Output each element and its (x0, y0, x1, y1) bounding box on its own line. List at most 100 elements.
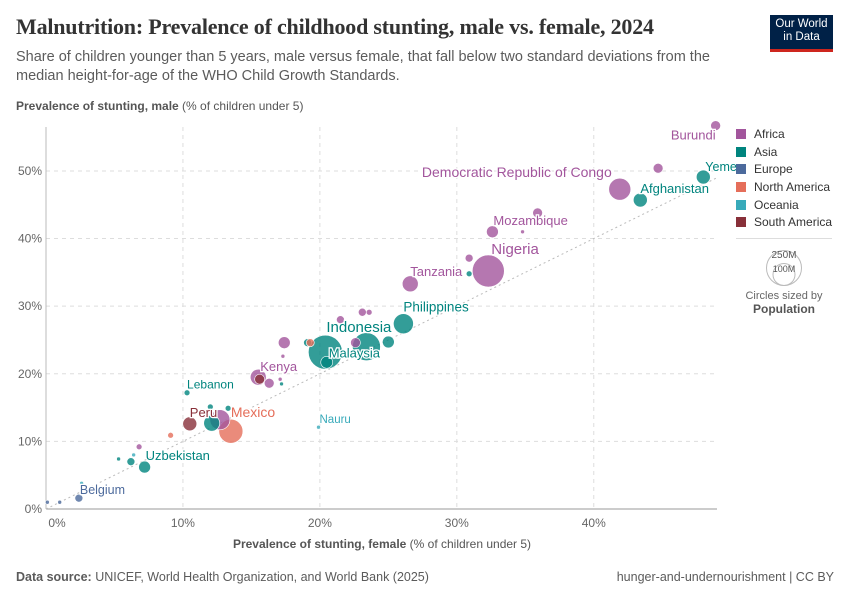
x-axis-label-bold: Prevalence of stunting, female (232, 537, 407, 551)
data-point-uzbekistan (138, 460, 151, 474)
data-point (79, 481, 84, 486)
point-label: Burundi (671, 128, 716, 143)
legend-swatch (736, 146, 746, 157)
size-legend-variable: Population (753, 302, 815, 317)
data-point-afghanistan (633, 192, 648, 208)
y-tick-label: 40% (18, 232, 42, 246)
legend-item-north-america[interactable]: North America (736, 178, 832, 196)
legend-swatch (736, 181, 746, 192)
data-point-yemen (696, 169, 711, 185)
y-axis-label-unit: (% of children under 5) (178, 99, 304, 113)
data-point-mozambique (486, 225, 499, 239)
footer-license[interactable]: hunger-and-undernourishment | CC BY (616, 570, 834, 584)
data-point (135, 443, 143, 451)
legend: Africa Asia Europe North America Oceania Sout… (736, 125, 832, 316)
point-label: Yemen (705, 160, 744, 174)
x-axis-label: Prevalence of stunting, female (% of chi… (0, 537, 764, 551)
data-point (280, 353, 286, 359)
size-legend-100m: 100M (773, 264, 796, 274)
y-tick-label: 30% (18, 299, 42, 313)
legend-item-europe[interactable]: Europe (736, 160, 832, 178)
legend-item-south-america[interactable]: South America (736, 213, 832, 231)
legend-label: Asia (754, 144, 778, 159)
legend-swatch (736, 164, 746, 175)
data-point-belgium (74, 493, 84, 503)
point-label: Philippines (403, 300, 469, 315)
legend-label: Europe (754, 162, 793, 177)
x-tick-label: 0% (48, 516, 66, 530)
data-point (465, 270, 473, 277)
data-point-tanzania (401, 275, 419, 293)
point-label: Malaysia (329, 345, 381, 360)
data-point (277, 376, 283, 382)
size-legend-250m: 250M (771, 250, 796, 261)
legend-label: Africa (754, 126, 785, 141)
data-point (278, 336, 291, 349)
data-point-philippines (393, 313, 414, 335)
legend-swatch (736, 128, 746, 139)
point-label: Indonesia (326, 319, 392, 336)
data-point (116, 456, 121, 462)
logo-line-2: in Data (783, 31, 820, 43)
data-point (464, 253, 474, 263)
size-legend-title: Circles sized by (745, 290, 823, 303)
y-tick-label: 10% (18, 434, 42, 448)
data-point-malaysia (320, 356, 333, 369)
legend-swatch (736, 199, 746, 210)
data-point (358, 307, 367, 317)
data-point (263, 377, 275, 389)
x-tick-label: 40% (582, 516, 606, 530)
x-axis-label-unit: (% of children under 5) (406, 537, 532, 551)
data-point (306, 338, 315, 347)
legend-label: North America (754, 179, 831, 194)
legend-swatch (736, 217, 746, 228)
data-point (203, 414, 220, 432)
point-label: Tanzania (410, 264, 463, 279)
point-label: Peru (190, 405, 217, 420)
point-label: Mexico (231, 404, 276, 420)
y-axis-label-bold: Prevalence of stunting, male (16, 99, 179, 113)
point-label: Nauru (320, 414, 351, 426)
chart-subtitle: Share of children younger than 5 years, … (16, 49, 710, 84)
data-point-democratic-republic-of-congo (608, 177, 632, 201)
data-point (279, 381, 284, 387)
data-point (437, 269, 444, 277)
y-tick-label: 20% (18, 367, 42, 381)
y-axis-label: Prevalence of stunting, male (% of child… (16, 99, 303, 113)
y-tick-label: 50% (18, 164, 42, 178)
data-point (365, 309, 373, 316)
legend-item-oceania[interactable]: Oceania (736, 196, 832, 214)
data-point (520, 229, 525, 235)
data-point-nigeria (472, 254, 505, 288)
data-point (652, 162, 664, 174)
data-point (57, 499, 62, 505)
legend-label: Oceania (754, 197, 799, 212)
point-label: Democratic Republic of Congo (422, 164, 612, 180)
data-point (350, 337, 361, 348)
x-tick-label: 10% (171, 516, 195, 530)
chart-title: Malnutrition: Prevalence of childhood st… (16, 14, 654, 39)
data-source-text: UNICEF, World Health Organization, and W… (91, 570, 429, 584)
data-point-lebanon (183, 389, 191, 396)
data-point (382, 335, 395, 349)
y-tick-label: 0% (25, 502, 43, 516)
logo-line-1: Our World (775, 18, 828, 30)
data-point-burundi (710, 120, 721, 131)
owid-logo[interactable]: Our World in Data (770, 15, 833, 52)
legend-item-africa[interactable]: Africa (736, 125, 832, 143)
legend-divider (736, 238, 832, 240)
data-point (126, 457, 136, 466)
x-tick-label: 30% (445, 516, 469, 530)
data-point (254, 373, 265, 385)
legend-item-asia[interactable]: Asia (736, 143, 832, 161)
legend-label: South America (754, 215, 833, 230)
data-point (532, 207, 543, 219)
data-point-indonesia (308, 334, 343, 370)
point-label: Lebanon (187, 378, 234, 392)
point-label: Uzbekistan (146, 448, 210, 463)
point-label: Belgium (80, 483, 125, 497)
point-label: Nigeria (491, 241, 539, 258)
data-point (45, 499, 50, 505)
data-point (224, 405, 232, 412)
